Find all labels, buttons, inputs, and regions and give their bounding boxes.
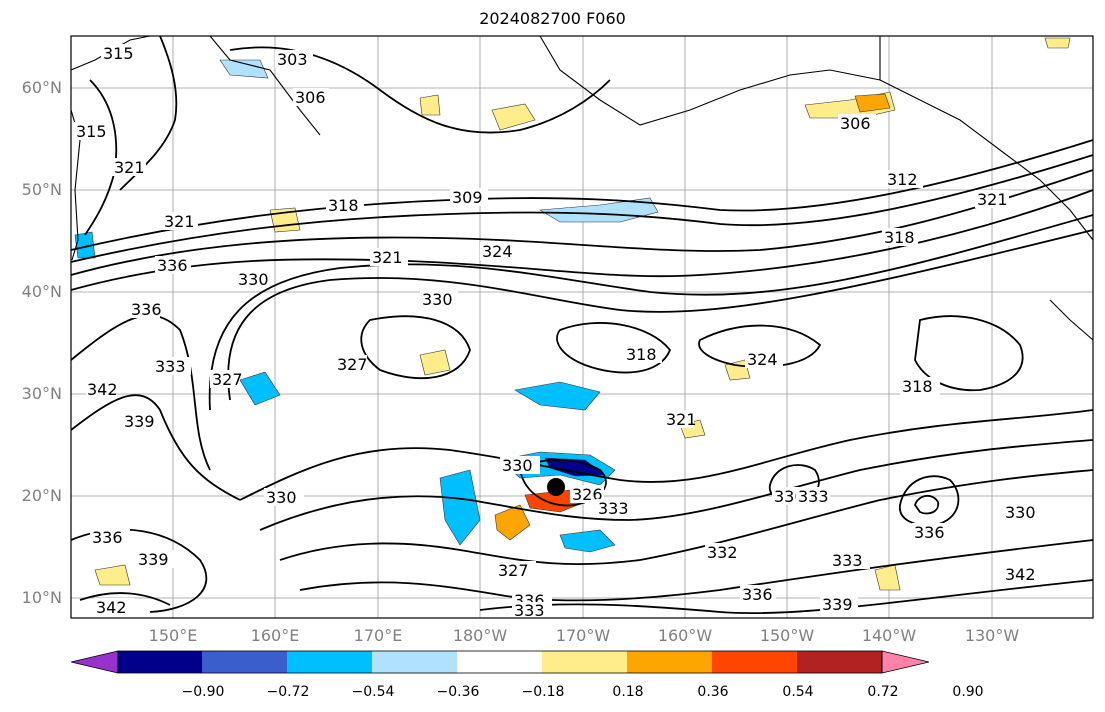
contour-label-group: 315 303 306 315 321 309 318 312 306 321 … xyxy=(74,44,1043,620)
lon-label: 150°W xyxy=(759,626,815,645)
colorbar-segment xyxy=(202,651,287,673)
contour-label: 336 xyxy=(742,585,773,604)
contour-label: 309 xyxy=(452,188,483,207)
contour-label: 333 xyxy=(514,601,545,620)
height-contours xyxy=(70,35,1094,615)
contour-label: 321 xyxy=(666,410,697,429)
contour-label: 332 xyxy=(707,543,738,562)
contour-label: 326 xyxy=(572,485,603,504)
colorbar-tick-label: −0.36 xyxy=(436,684,480,700)
lon-label: 150°E xyxy=(148,626,198,645)
contour-label: 333 xyxy=(798,487,829,506)
contour-label: 321 xyxy=(372,248,403,267)
map-title: 2024082700 F060 xyxy=(479,9,626,28)
colorbar-tick-label: −0.54 xyxy=(351,684,395,700)
colorbar-tick-label: −0.90 xyxy=(181,684,225,700)
contour-label: 333 xyxy=(155,357,186,376)
storm-center-marker xyxy=(547,478,565,496)
contour-label: 342 xyxy=(87,380,118,399)
contour-label: 324 xyxy=(482,242,513,261)
lon-label: 130°W xyxy=(964,626,1020,645)
contour-label: 339 xyxy=(138,550,169,569)
colorbar-segment xyxy=(797,651,882,673)
map-frame xyxy=(70,35,1094,619)
contour-label: 342 xyxy=(1005,565,1036,584)
colorbar-extend-max xyxy=(881,650,930,674)
lon-label: 170°W xyxy=(555,626,611,645)
colorbar-segment xyxy=(372,651,457,673)
colorbar-tick-label: −0.72 xyxy=(266,684,310,700)
colorbar-tick-label: 0.36 xyxy=(697,684,729,700)
colorbar-tick-label: 0.54 xyxy=(782,684,814,700)
colorbar-extend-min xyxy=(70,650,119,674)
colorbar-segment xyxy=(118,651,202,673)
colorbar-segment xyxy=(712,651,797,673)
lon-label: 160°E xyxy=(250,626,300,645)
lat-label: 20°N xyxy=(21,486,62,505)
colorbar-tick-label: 0.72 xyxy=(867,684,899,700)
contour-label: 315 xyxy=(76,122,107,141)
contour-label: 330 xyxy=(266,488,297,507)
contour-label: 330 xyxy=(1005,503,1036,522)
lon-label: 140°W xyxy=(861,626,917,645)
contour-label: 321 xyxy=(164,212,195,231)
shaded-anomaly-patches xyxy=(74,37,1071,591)
lat-label: 30°N xyxy=(21,384,62,403)
contour-label: 327 xyxy=(212,370,243,389)
contour-label: 330 xyxy=(422,290,453,309)
lon-label: 160°W xyxy=(657,626,713,645)
colorbar xyxy=(70,650,930,674)
contour-label: 321 xyxy=(114,158,145,177)
contour-label: 318 xyxy=(626,345,657,364)
lat-label: 10°N xyxy=(21,588,62,607)
contour-label: 342 xyxy=(96,598,127,617)
contour-label: 336 xyxy=(157,256,188,275)
contour-label: 303 xyxy=(277,50,308,69)
contour-label: 339 xyxy=(124,412,155,431)
colorbar-segment xyxy=(542,651,627,673)
lon-label: 180°W xyxy=(452,626,508,645)
contour-label: 318 xyxy=(902,377,933,396)
contour-label: 333 xyxy=(832,551,863,570)
colorbar-segment xyxy=(457,651,542,673)
contour-label: 327 xyxy=(498,561,529,580)
contour-label: 315 xyxy=(103,44,134,63)
lat-label: 40°N xyxy=(21,282,62,301)
contour-label: 339 xyxy=(822,595,853,614)
contour-label: 318 xyxy=(328,196,359,215)
lon-label: 170°E xyxy=(353,626,403,645)
contour-label: 306 xyxy=(295,88,326,107)
colorbar-segment xyxy=(627,651,712,673)
lat-label: 50°N xyxy=(21,180,62,199)
colorbar-tick-label: −0.18 xyxy=(521,684,565,700)
colorbar-segment xyxy=(287,651,372,673)
contour-label: 330 xyxy=(238,270,269,289)
colorbar-tick-label: 0.18 xyxy=(612,684,644,700)
contour-label: 336 xyxy=(92,528,123,547)
colorbar-outline xyxy=(117,650,883,674)
contour-label: 336 xyxy=(131,300,162,319)
contour-label: 306 xyxy=(840,114,871,133)
lat-label: 60°N xyxy=(21,78,62,97)
contour-label: 330 xyxy=(502,456,533,475)
contour-label: 318 xyxy=(884,228,915,247)
contour-label: 333 xyxy=(598,499,629,518)
contour-label: 324 xyxy=(747,350,778,369)
contour-label: 336 xyxy=(914,523,945,542)
contour-label: 327 xyxy=(337,355,368,374)
contour-label: 312 xyxy=(887,170,918,189)
colorbar-tick-label: 0.90 xyxy=(952,684,984,700)
contour-label: 321 xyxy=(977,190,1008,209)
